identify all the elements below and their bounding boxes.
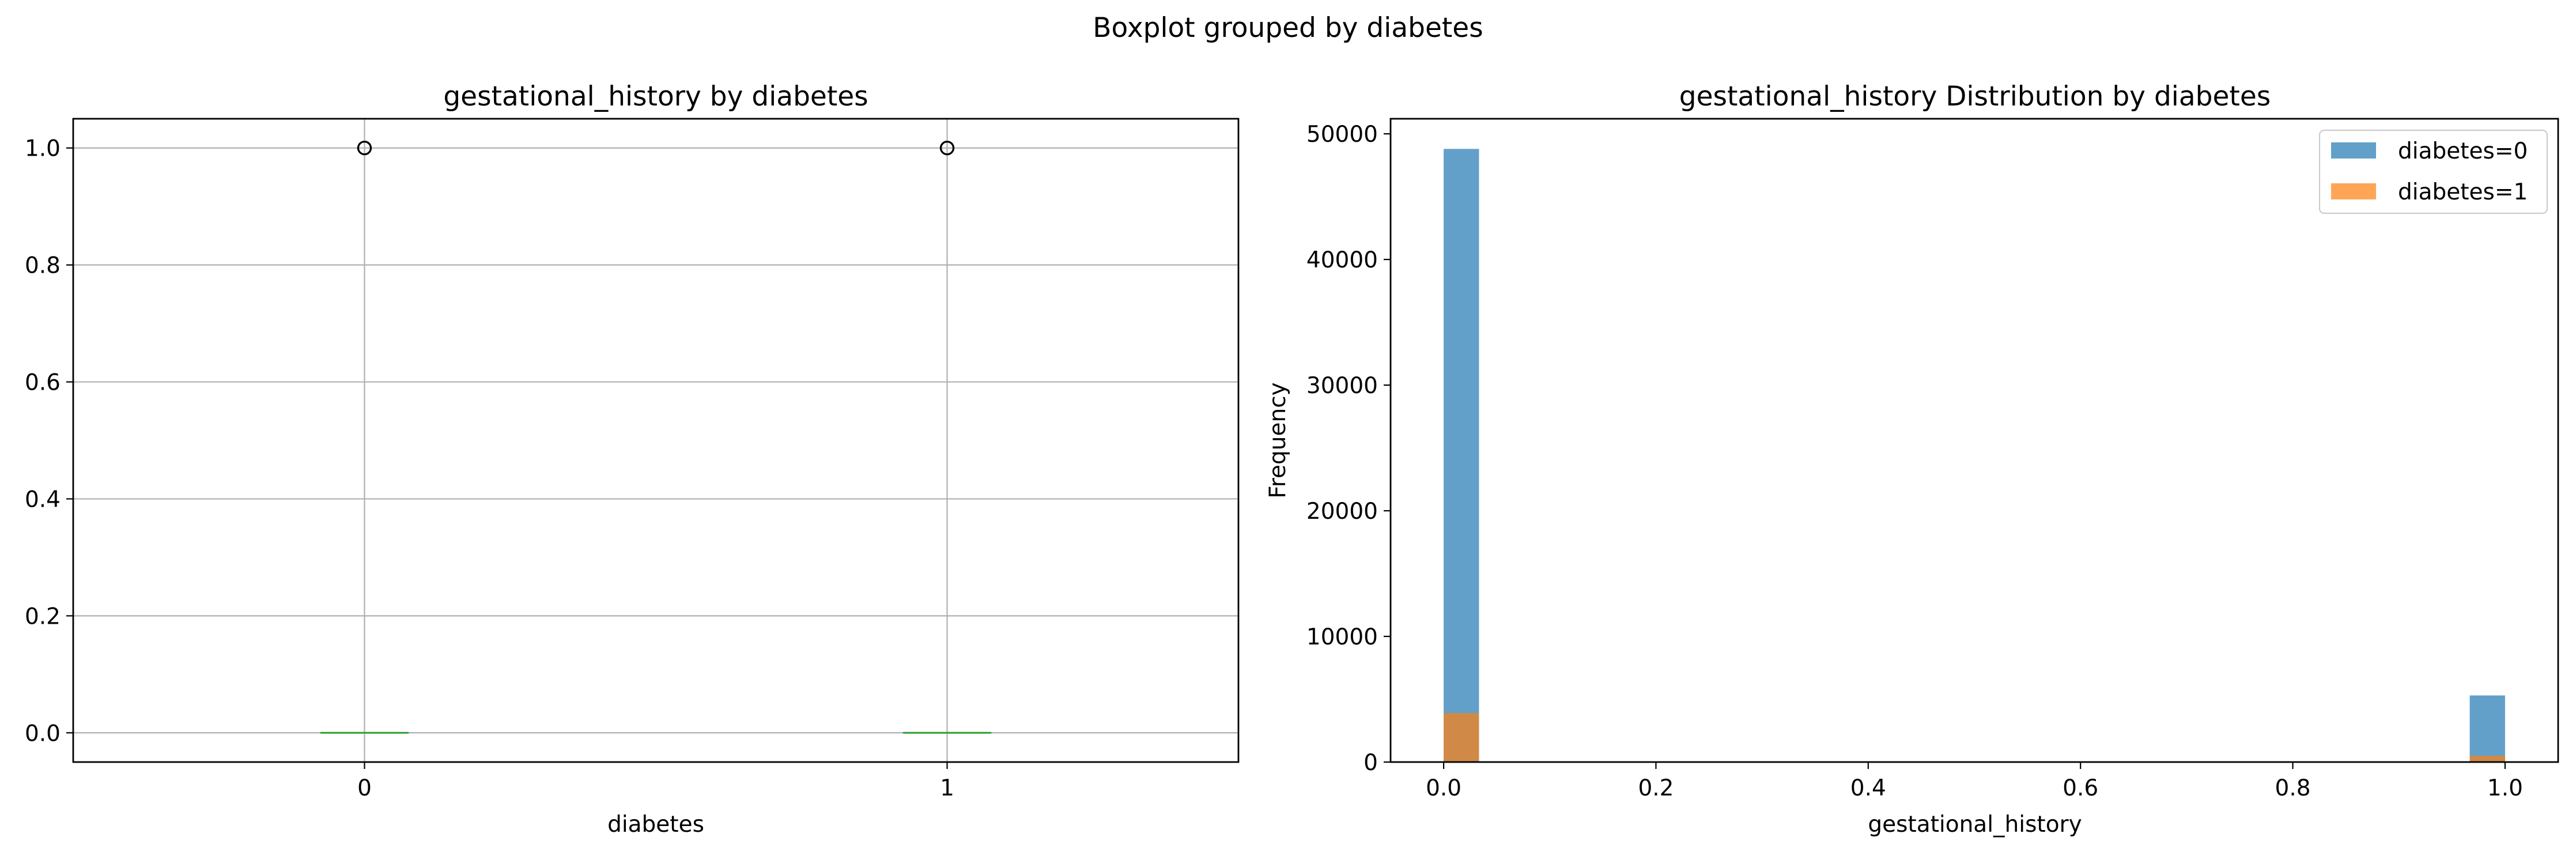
histogram-title: gestational_history Distribution by diab… (1679, 81, 2271, 112)
histogram-ytick-label: 50000 (1306, 122, 1378, 148)
histogram-ytick-label: 30000 (1306, 373, 1378, 399)
legend-swatch-diabetes-0 (2331, 142, 2376, 159)
histogram-ticks: 0.0 0.2 0.4 0.6 0.8 1.0 0 10000 20000 30000 40000 5… (1306, 122, 2523, 801)
legend-label-diabetes-1: diabetes=1 (2398, 179, 2528, 205)
histogram-bars (1444, 149, 2505, 762)
hist-bar-diabetes-1 (1444, 712, 1479, 762)
histogram-frame (1389, 118, 2559, 763)
histogram-ylabel: Frequency (1265, 382, 1291, 498)
outlier-point-0 (357, 141, 372, 156)
boxplot-xlabel: diabetes (607, 812, 704, 838)
boxplot-xtick-label: 1 (940, 775, 954, 801)
boxplot-ytick-label: 0.2 (25, 604, 61, 629)
histogram-xtick-label: 0.4 (1850, 775, 1886, 801)
histogram-ytick-label: 20000 (1306, 499, 1378, 525)
outlier-point-1 (939, 141, 955, 156)
legend-label-diabetes-0: diabetes=0 (2398, 138, 2528, 164)
histogram-ytick-label: 10000 (1306, 624, 1378, 650)
boxplot-gridlines (73, 119, 1238, 762)
histogram-ytick-label: 0 (1363, 750, 1378, 776)
boxplot-title: gestational_history by diabetes (443, 81, 868, 112)
histogram-axes: gestational_history Distribution by diab… (1265, 81, 2559, 838)
boxplot-ytick-label: 0.4 (25, 487, 61, 512)
histogram-xtick-label: 1.0 (2487, 775, 2523, 801)
boxplot-marks (320, 141, 992, 734)
hist-bar-diabetes-0 (1444, 149, 1479, 762)
boxplot-ticks: 0.0 0.2 0.4 0.6 0.8 1.0 0 1 (25, 136, 954, 801)
hist-bar-diabetes-0 (2469, 695, 2505, 762)
histogram-ytick-label: 40000 (1306, 247, 1378, 273)
histogram-legend: diabetes=0 diabetes=1 (2318, 129, 2548, 214)
boxplot-ytick-label: 1.0 (25, 136, 61, 162)
boxplot-ytick-label: 0.6 (25, 370, 61, 396)
figure-suptitle: Boxplot grouped by diabetes (1093, 12, 1483, 44)
histogram-xtick-label: 0.6 (2063, 775, 2098, 801)
histogram-xtick-label: 0.2 (1638, 775, 1674, 801)
boxplot-ytick-label: 0.8 (25, 253, 61, 279)
histogram-xtick-label: 0.0 (1426, 775, 1461, 801)
boxplot-ytick-label: 0.0 (25, 721, 61, 746)
boxplot-frame (72, 118, 1240, 763)
boxplot-xtick-label: 0 (357, 775, 372, 801)
histogram-xlabel: gestational_history (1868, 812, 2082, 838)
legend-swatch-diabetes-1 (2331, 183, 2376, 199)
hist-bar-diabetes-1 (2469, 756, 2505, 762)
histogram-xtick-label: 0.8 (2275, 775, 2311, 801)
legend-frame (2318, 129, 2548, 214)
boxplot-axes: gestational_history by diabetes 0.00.20.… (25, 81, 1240, 838)
